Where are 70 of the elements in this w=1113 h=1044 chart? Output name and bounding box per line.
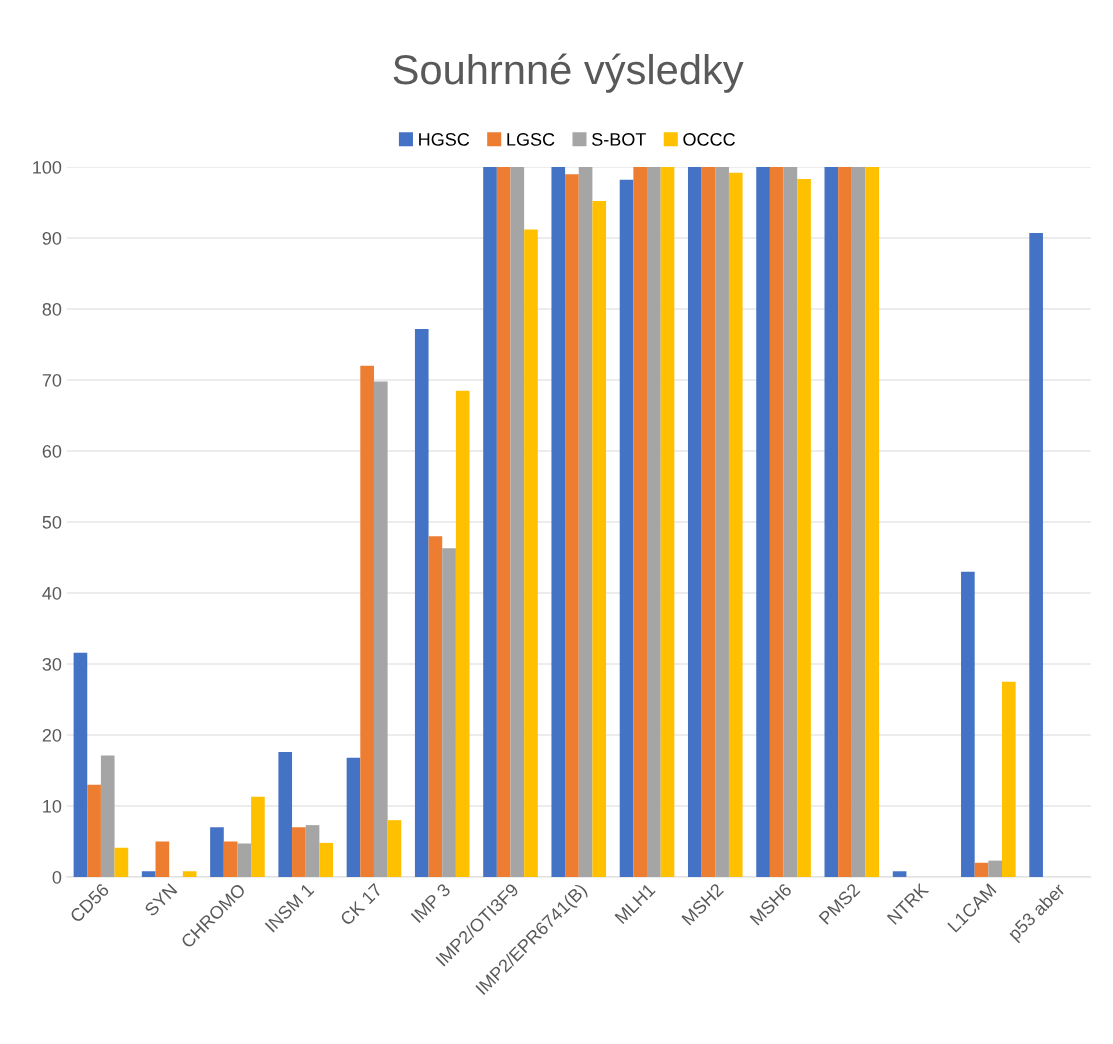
bar — [797, 179, 811, 877]
bar — [428, 536, 443, 877]
bar — [619, 179, 634, 877]
y-tick-label: 10 — [43, 799, 62, 813]
bar — [592, 201, 607, 877]
bar — [223, 841, 238, 877]
bar — [319, 842, 334, 877]
y-tick-label: 100 — [33, 160, 62, 174]
bar — [182, 871, 197, 877]
y-tick-label: 60 — [42, 444, 62, 458]
bar — [851, 167, 866, 877]
bar — [442, 548, 456, 877]
bar — [73, 652, 88, 877]
bar — [551, 167, 566, 877]
bar — [838, 167, 852, 877]
bar — [155, 841, 170, 877]
bar — [961, 571, 975, 877]
bar — [387, 820, 402, 877]
bar — [769, 167, 784, 877]
bar — [114, 847, 129, 877]
bar — [414, 328, 429, 877]
bar — [865, 167, 880, 877]
bar — [141, 871, 156, 877]
bar — [278, 752, 293, 877]
bar — [715, 167, 729, 877]
bar — [455, 390, 470, 877]
bar — [647, 167, 661, 877]
y-tick-label: 90 — [42, 231, 62, 245]
bar — [346, 757, 361, 877]
legend-label: LGSC — [507, 133, 555, 146]
bar — [292, 827, 306, 877]
legend-label: S-BOT — [592, 133, 646, 146]
y-tick-label: 50 — [42, 515, 62, 529]
bar — [578, 167, 593, 877]
bar — [756, 167, 770, 877]
bar — [524, 229, 538, 877]
x-tick-label: CK 17 — [339, 882, 383, 927]
bar — [565, 174, 579, 877]
bar — [373, 381, 388, 877]
bar — [210, 827, 224, 877]
y-tick-label: 40 — [42, 586, 62, 600]
bar — [251, 796, 265, 877]
bar — [633, 167, 648, 877]
bar — [360, 365, 374, 877]
bar — [728, 172, 743, 877]
bar — [1002, 681, 1016, 877]
bar — [496, 167, 511, 877]
bar — [305, 825, 320, 877]
bar — [974, 862, 989, 877]
bar — [892, 871, 907, 877]
bar — [660, 167, 675, 877]
legend-label: OCCC — [683, 133, 735, 146]
bar — [237, 843, 252, 877]
y-tick-label: 80 — [42, 302, 62, 316]
y-tick-label: 0 — [52, 870, 62, 884]
bar — [483, 167, 497, 877]
bar — [824, 167, 839, 877]
bar — [100, 755, 115, 877]
legend-label: HGSC — [419, 133, 470, 146]
bar — [87, 784, 101, 877]
bar — [510, 167, 525, 877]
bar — [988, 860, 1002, 877]
y-tick-label: 20 — [42, 728, 62, 742]
y-tick-label: 70 — [42, 373, 62, 387]
bar — [783, 167, 798, 877]
chart-title: Souhrnné výsledky — [393, 53, 744, 93]
bar — [1029, 233, 1043, 877]
y-tick-label: 30 — [42, 657, 62, 671]
bar — [687, 167, 702, 877]
bar — [701, 167, 716, 877]
